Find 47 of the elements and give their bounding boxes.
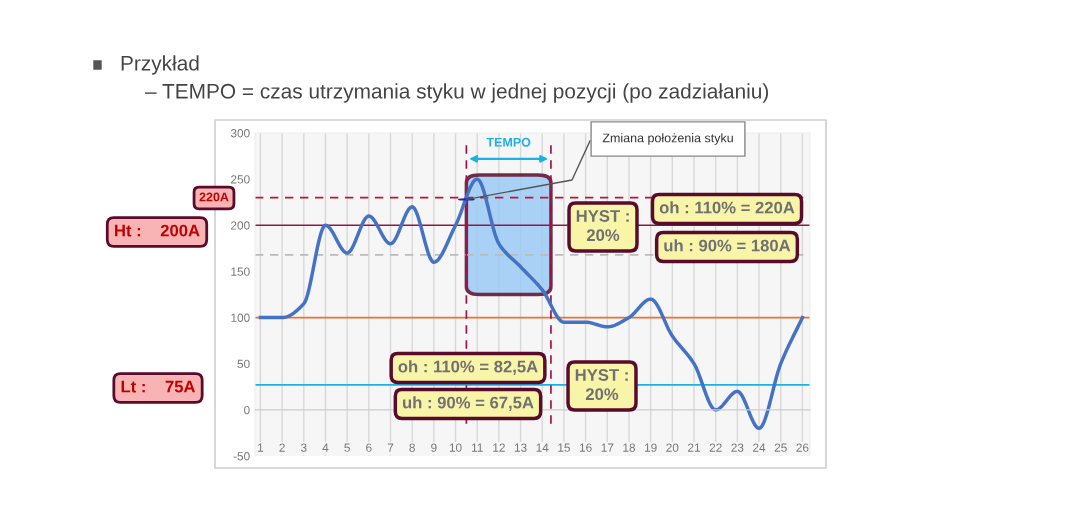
y-tick-label: -50 — [233, 452, 250, 461]
x-tick-label: 4 — [322, 443, 329, 452]
x-tick-label: 16 — [579, 443, 592, 452]
x-tick-label: 26 — [796, 443, 809, 452]
x-tick-label: 5 — [344, 443, 350, 452]
y-tick-label: 250 — [231, 175, 250, 184]
y-tick-label: 150 — [231, 267, 250, 276]
x-tick-label: 3 — [300, 443, 307, 452]
chart-subtitle: – TEMPO = czas utrzymania styku w jednej pozycji (po zadziałaniu) — [145, 83, 769, 103]
y-tick-label: 100 — [231, 313, 250, 322]
x-tick-label: 14 — [536, 443, 549, 452]
x-tick-label: 12 — [493, 443, 505, 452]
x-tick-label: 8 — [409, 443, 415, 452]
x-tick-label: 25 — [774, 443, 787, 452]
x-tick-label: 10 — [449, 443, 462, 452]
x-tick-label: 11 — [471, 443, 483, 452]
x-tick-label: 6 — [366, 443, 372, 452]
y-tick-label: 200 — [231, 221, 250, 230]
annotation: oh : 110% = 220A — [659, 201, 795, 214]
annotation: HYST : 20% — [575, 369, 628, 401]
x-tick-label: 23 — [731, 443, 744, 452]
x-tick-label: 18 — [623, 443, 636, 452]
x-tick-label: 19 — [644, 443, 657, 452]
annotation: Zmiana położenia styku — [602, 133, 733, 145]
annotation: oh : 110% = 82,5A — [398, 360, 538, 375]
x-tick-label: 9 — [431, 443, 437, 452]
annotation: uh : 90% = 180A — [664, 239, 791, 252]
x-tick-label: 7 — [387, 443, 394, 452]
x-tick-label: 15 — [558, 443, 571, 452]
text: 220A — [199, 192, 229, 202]
x-tick-label: 17 — [601, 443, 614, 452]
x-tick-label: 1 — [258, 443, 264, 452]
y-tick-label: 300 — [230, 129, 250, 138]
text: Lt : 75A — [121, 380, 196, 393]
x-tick-label: 20 — [666, 443, 679, 452]
annotation: HYST : 20% — [576, 210, 629, 242]
x-tick-label: 2 — [279, 443, 285, 452]
annotation: uh : 90% = 67,5A — [403, 396, 534, 411]
chart-title: Przykład — [121, 55, 199, 75]
band-label: TEMPO — [486, 137, 531, 147]
text: Ht : 200A — [115, 224, 200, 237]
x-tick-label: 13 — [514, 443, 527, 452]
y-tick-label: 50 — [237, 359, 250, 369]
x-tick-label: 24 — [753, 443, 766, 452]
x-tick-label: 22 — [709, 443, 722, 452]
y-tick-label: 0 — [244, 405, 250, 415]
x-tick-label: 21 — [688, 443, 700, 452]
